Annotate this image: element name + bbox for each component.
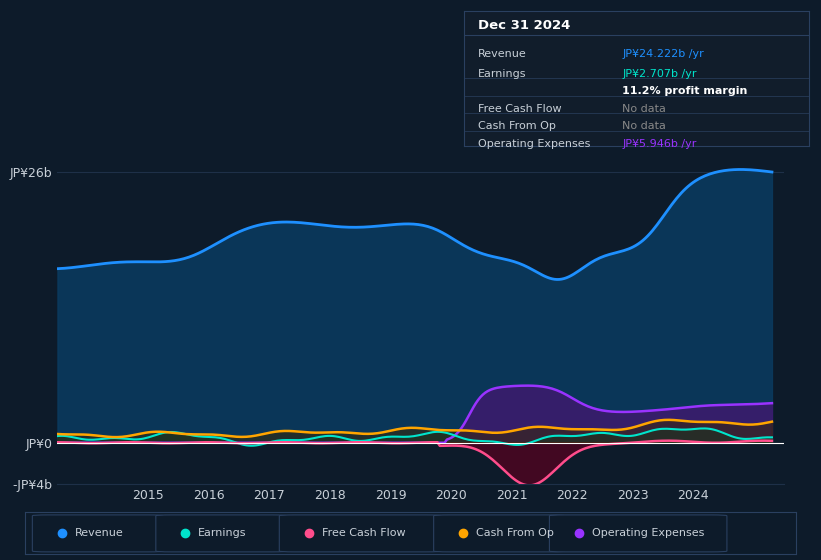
Text: No data: No data bbox=[622, 104, 667, 114]
Text: Dec 31 2024: Dec 31 2024 bbox=[478, 19, 570, 32]
Text: Cash From Op: Cash From Op bbox=[478, 122, 556, 132]
Text: Cash From Op: Cash From Op bbox=[476, 529, 554, 538]
Text: JP¥2.707b /yr: JP¥2.707b /yr bbox=[622, 69, 697, 79]
Text: Revenue: Revenue bbox=[75, 529, 123, 538]
Text: 11.2% profit margin: 11.2% profit margin bbox=[622, 86, 748, 96]
FancyBboxPatch shape bbox=[279, 515, 442, 552]
FancyBboxPatch shape bbox=[549, 515, 727, 552]
Text: JP¥5.946b /yr: JP¥5.946b /yr bbox=[622, 139, 697, 149]
Text: Earnings: Earnings bbox=[478, 69, 526, 79]
Text: Operating Expenses: Operating Expenses bbox=[478, 139, 590, 149]
FancyBboxPatch shape bbox=[32, 515, 163, 552]
Text: Free Cash Flow: Free Cash Flow bbox=[478, 104, 562, 114]
Text: Earnings: Earnings bbox=[199, 529, 247, 538]
Text: Revenue: Revenue bbox=[478, 49, 526, 59]
Text: Free Cash Flow: Free Cash Flow bbox=[322, 529, 406, 538]
FancyBboxPatch shape bbox=[433, 515, 565, 552]
Text: Operating Expenses: Operating Expenses bbox=[592, 529, 704, 538]
Text: JP¥24.222b /yr: JP¥24.222b /yr bbox=[622, 49, 704, 59]
Text: No data: No data bbox=[622, 122, 667, 132]
FancyBboxPatch shape bbox=[156, 515, 287, 552]
